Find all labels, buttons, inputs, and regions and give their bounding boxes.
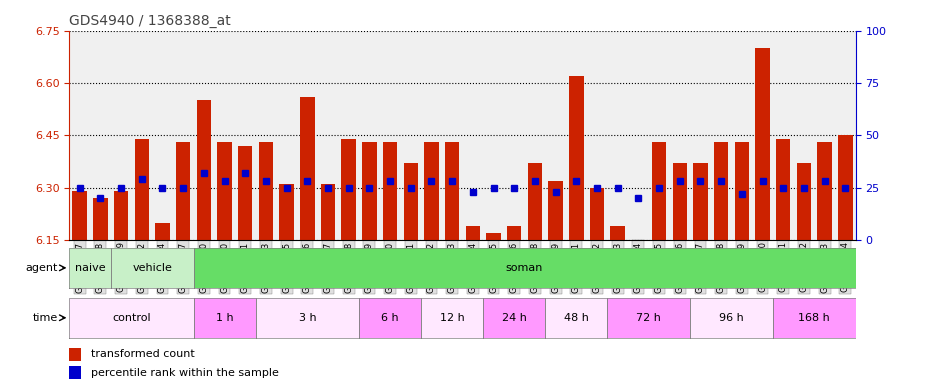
Bar bbox=[134, 139, 149, 240]
Bar bbox=[818, 142, 832, 240]
Bar bbox=[652, 142, 666, 240]
Bar bbox=[549, 181, 562, 240]
Bar bbox=[714, 142, 728, 240]
Bar bbox=[569, 76, 584, 240]
Bar bbox=[383, 142, 398, 240]
Bar bbox=[69, 348, 81, 361]
Bar bbox=[217, 142, 232, 240]
Bar bbox=[465, 226, 480, 240]
Bar bbox=[93, 198, 107, 240]
Bar bbox=[756, 48, 770, 240]
Bar bbox=[672, 163, 687, 240]
Bar bbox=[610, 226, 625, 240]
Text: 3 h: 3 h bbox=[299, 313, 316, 323]
Text: 6 h: 6 h bbox=[381, 313, 399, 323]
Bar bbox=[114, 191, 129, 240]
Bar bbox=[590, 188, 604, 240]
Text: vehicle: vehicle bbox=[132, 263, 172, 273]
Bar bbox=[734, 142, 749, 240]
Bar bbox=[321, 184, 335, 240]
Bar bbox=[527, 163, 542, 240]
Bar bbox=[363, 142, 376, 240]
Bar bbox=[776, 139, 791, 240]
Bar bbox=[197, 101, 211, 240]
Text: soman: soman bbox=[506, 263, 543, 273]
Text: agent: agent bbox=[25, 263, 57, 273]
Bar bbox=[403, 163, 418, 240]
Bar bbox=[487, 233, 500, 240]
Bar bbox=[176, 142, 191, 240]
Text: GDS4940 / 1368388_at: GDS4940 / 1368388_at bbox=[69, 14, 231, 28]
Text: time: time bbox=[32, 313, 57, 323]
Bar bbox=[796, 163, 811, 240]
Bar bbox=[300, 97, 314, 240]
Text: 24 h: 24 h bbox=[501, 313, 526, 323]
Bar bbox=[238, 146, 253, 240]
Text: control: control bbox=[112, 313, 151, 323]
Text: 72 h: 72 h bbox=[636, 313, 661, 323]
Bar bbox=[155, 223, 169, 240]
Bar bbox=[693, 163, 708, 240]
Text: 168 h: 168 h bbox=[798, 313, 830, 323]
Text: naive: naive bbox=[75, 263, 105, 273]
Text: 12 h: 12 h bbox=[439, 313, 464, 323]
Text: transformed count: transformed count bbox=[91, 349, 195, 359]
Bar bbox=[279, 184, 294, 240]
Bar bbox=[259, 142, 273, 240]
Text: percentile rank within the sample: percentile rank within the sample bbox=[91, 368, 278, 378]
Bar bbox=[69, 366, 81, 379]
Text: 1 h: 1 h bbox=[216, 313, 233, 323]
Text: 48 h: 48 h bbox=[564, 313, 588, 323]
Bar bbox=[445, 142, 460, 240]
Bar bbox=[72, 191, 87, 240]
Bar bbox=[507, 226, 522, 240]
Text: 96 h: 96 h bbox=[719, 313, 744, 323]
Bar bbox=[341, 139, 356, 240]
Bar bbox=[838, 136, 853, 240]
Bar bbox=[425, 142, 438, 240]
